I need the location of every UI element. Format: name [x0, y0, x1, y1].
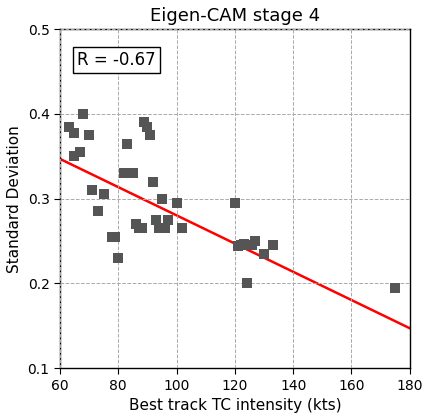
Point: [89, 187, 95, 194]
Point: [86, 132, 92, 139]
Point: [159, 195, 166, 202]
Point: [115, 255, 122, 261]
Point: [129, 170, 136, 177]
Point: [71, 129, 78, 136]
Point: [109, 234, 116, 240]
Point: [123, 140, 130, 147]
Point: [164, 216, 171, 223]
Point: [150, 178, 157, 185]
Point: [121, 170, 128, 177]
Point: [138, 225, 145, 232]
Point: [161, 225, 168, 232]
Point: [243, 280, 250, 287]
Y-axis label: Standard Deviation: Standard Deviation: [7, 125, 22, 273]
Point: [261, 250, 267, 257]
Point: [234, 243, 241, 249]
Point: [231, 200, 238, 206]
Point: [112, 234, 119, 240]
Point: [252, 238, 259, 244]
X-axis label: Best track TC intensity (kts): Best track TC intensity (kts): [129, 398, 341, 413]
Point: [246, 242, 253, 249]
Point: [132, 221, 139, 228]
Point: [240, 240, 247, 247]
Point: [147, 132, 154, 139]
Point: [65, 123, 72, 130]
Title: Eigen-CAM stage 4: Eigen-CAM stage 4: [150, 7, 320, 25]
Point: [153, 216, 160, 223]
Point: [179, 225, 186, 232]
Point: [77, 149, 84, 155]
Point: [141, 119, 148, 126]
Point: [100, 191, 107, 198]
Point: [237, 242, 244, 249]
Text: R = -0.67: R = -0.67: [77, 51, 156, 69]
Point: [80, 110, 87, 117]
Point: [94, 208, 101, 215]
Point: [156, 225, 163, 232]
Point: [135, 225, 142, 232]
Point: [269, 242, 276, 249]
Point: [392, 284, 399, 291]
Point: [144, 123, 151, 130]
Point: [249, 242, 256, 249]
Point: [71, 153, 78, 160]
Point: [173, 200, 180, 206]
